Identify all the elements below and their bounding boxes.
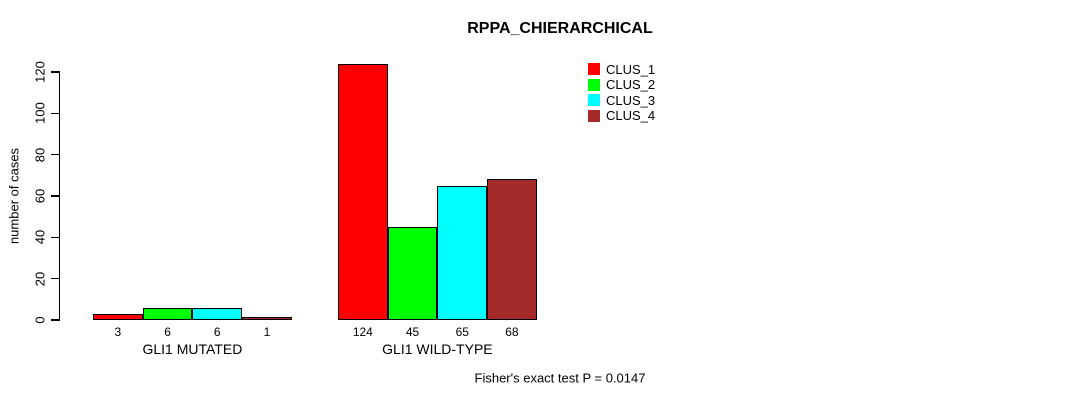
bar-clus_2-mutated: [142, 308, 193, 320]
legend-label: CLUS_3: [606, 92, 656, 108]
x-category-label: GLI1 MUTATED: [142, 341, 243, 357]
bar-clus_1-wild-type: [338, 64, 388, 320]
y-axis-tick: [51, 71, 59, 73]
legend-swatch: [588, 63, 600, 75]
bar-clus_2-wild-type: [387, 227, 438, 320]
legend-item: CLUS_3: [588, 92, 656, 108]
legend-label: CLUS_1: [606, 61, 656, 77]
legend: CLUS_1 CLUS_2 CLUS_3 CLUS_4: [588, 61, 656, 123]
bar-value-label: 45: [405, 325, 420, 339]
bar-value-label: 3: [114, 325, 122, 339]
legend-item: CLUS_4: [588, 108, 656, 123]
y-axis-tick: [51, 277, 59, 280]
y-axis-tick: [51, 153, 59, 156]
legend-label: CLUS_4: [606, 108, 656, 123]
bar-value-label: 68: [505, 325, 519, 339]
bar-clus_4-wild-type: [487, 179, 537, 320]
y-axis-line: [58, 71, 60, 321]
y-axis-tick: [51, 195, 59, 197]
bar-clus_3-mutated: [192, 308, 243, 320]
legend-item: CLUS_1: [588, 61, 656, 77]
x-category-label: GLI1 WILD-TYPE: [382, 341, 493, 357]
chart-title: RPPA_CHIERARCHICAL: [467, 20, 653, 37]
bar-value-label: 124: [352, 325, 373, 339]
y-axis-tick-label: 40: [32, 230, 48, 245]
y-axis-tick-label: 120: [32, 61, 48, 83]
legend-swatch: [588, 78, 600, 91]
bar-value-label: 6: [164, 325, 171, 339]
y-axis-tick: [51, 236, 59, 239]
y-axis-tick-label: 60: [32, 188, 48, 204]
y-axis-label: number of cases: [6, 147, 22, 245]
y-axis-tick-label: 0: [32, 316, 48, 324]
y-axis-tick-label: 20: [32, 271, 48, 286]
bar-value-label: 6: [213, 325, 221, 339]
legend-swatch: [588, 109, 600, 122]
legend-label: CLUS_2: [606, 77, 656, 92]
y-axis-tick-label: 100: [32, 102, 48, 125]
bar-clus_4-mutated: [242, 317, 292, 320]
y-axis-tick: [51, 112, 59, 115]
y-axis-tick: [51, 319, 59, 321]
bar-value-label: 65: [455, 325, 469, 339]
fisher-test-annotation: Fisher's exact test P = 0.0147: [474, 370, 646, 386]
legend-swatch: [588, 94, 600, 106]
bar-value-label: 1: [263, 325, 271, 339]
bar-clus_1-mutated: [93, 314, 143, 320]
legend-item: CLUS_2: [588, 77, 656, 92]
bar-clus_3-wild-type: [437, 186, 488, 320]
y-axis-tick-label: 80: [32, 147, 48, 162]
